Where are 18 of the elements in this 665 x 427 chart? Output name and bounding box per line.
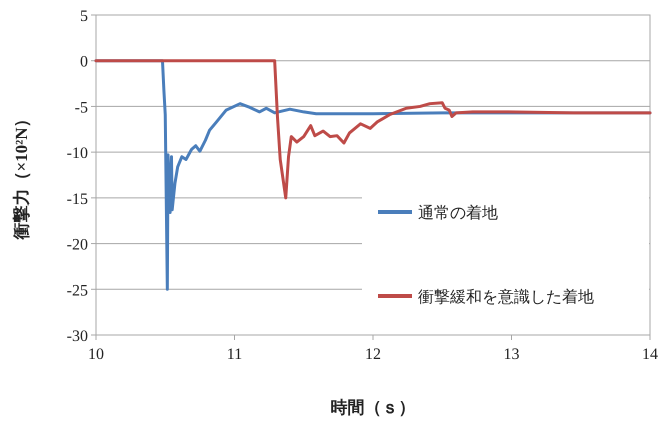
y-tick-label: 0: [80, 54, 88, 71]
x-tick-label: 10: [88, 346, 104, 363]
x-tick-label: 14: [642, 346, 658, 363]
x-axis-title: 時間（ｓ）: [330, 398, 416, 417]
y-tick-label: -10: [66, 145, 88, 162]
x-tick-label: 13: [504, 346, 520, 363]
y-tick-label: -20: [66, 236, 88, 254]
y-tick-label: -15: [66, 190, 88, 208]
y-tick-label: -5: [74, 99, 88, 116]
y-tick-label: -25: [66, 282, 88, 300]
legend-label: 衝撃緩和を意識した着地: [418, 288, 594, 306]
y-axis-title: 衝撃力（×10²N）: [12, 110, 31, 241]
y-tick-label: 5: [80, 8, 88, 25]
y-tick-label: -30: [66, 328, 88, 345]
line-series: [94, 59, 652, 200]
x-tick-label: 11: [226, 346, 242, 363]
x-tick-label: 12: [365, 346, 381, 363]
legend-label: 通常の着地: [418, 204, 498, 222]
